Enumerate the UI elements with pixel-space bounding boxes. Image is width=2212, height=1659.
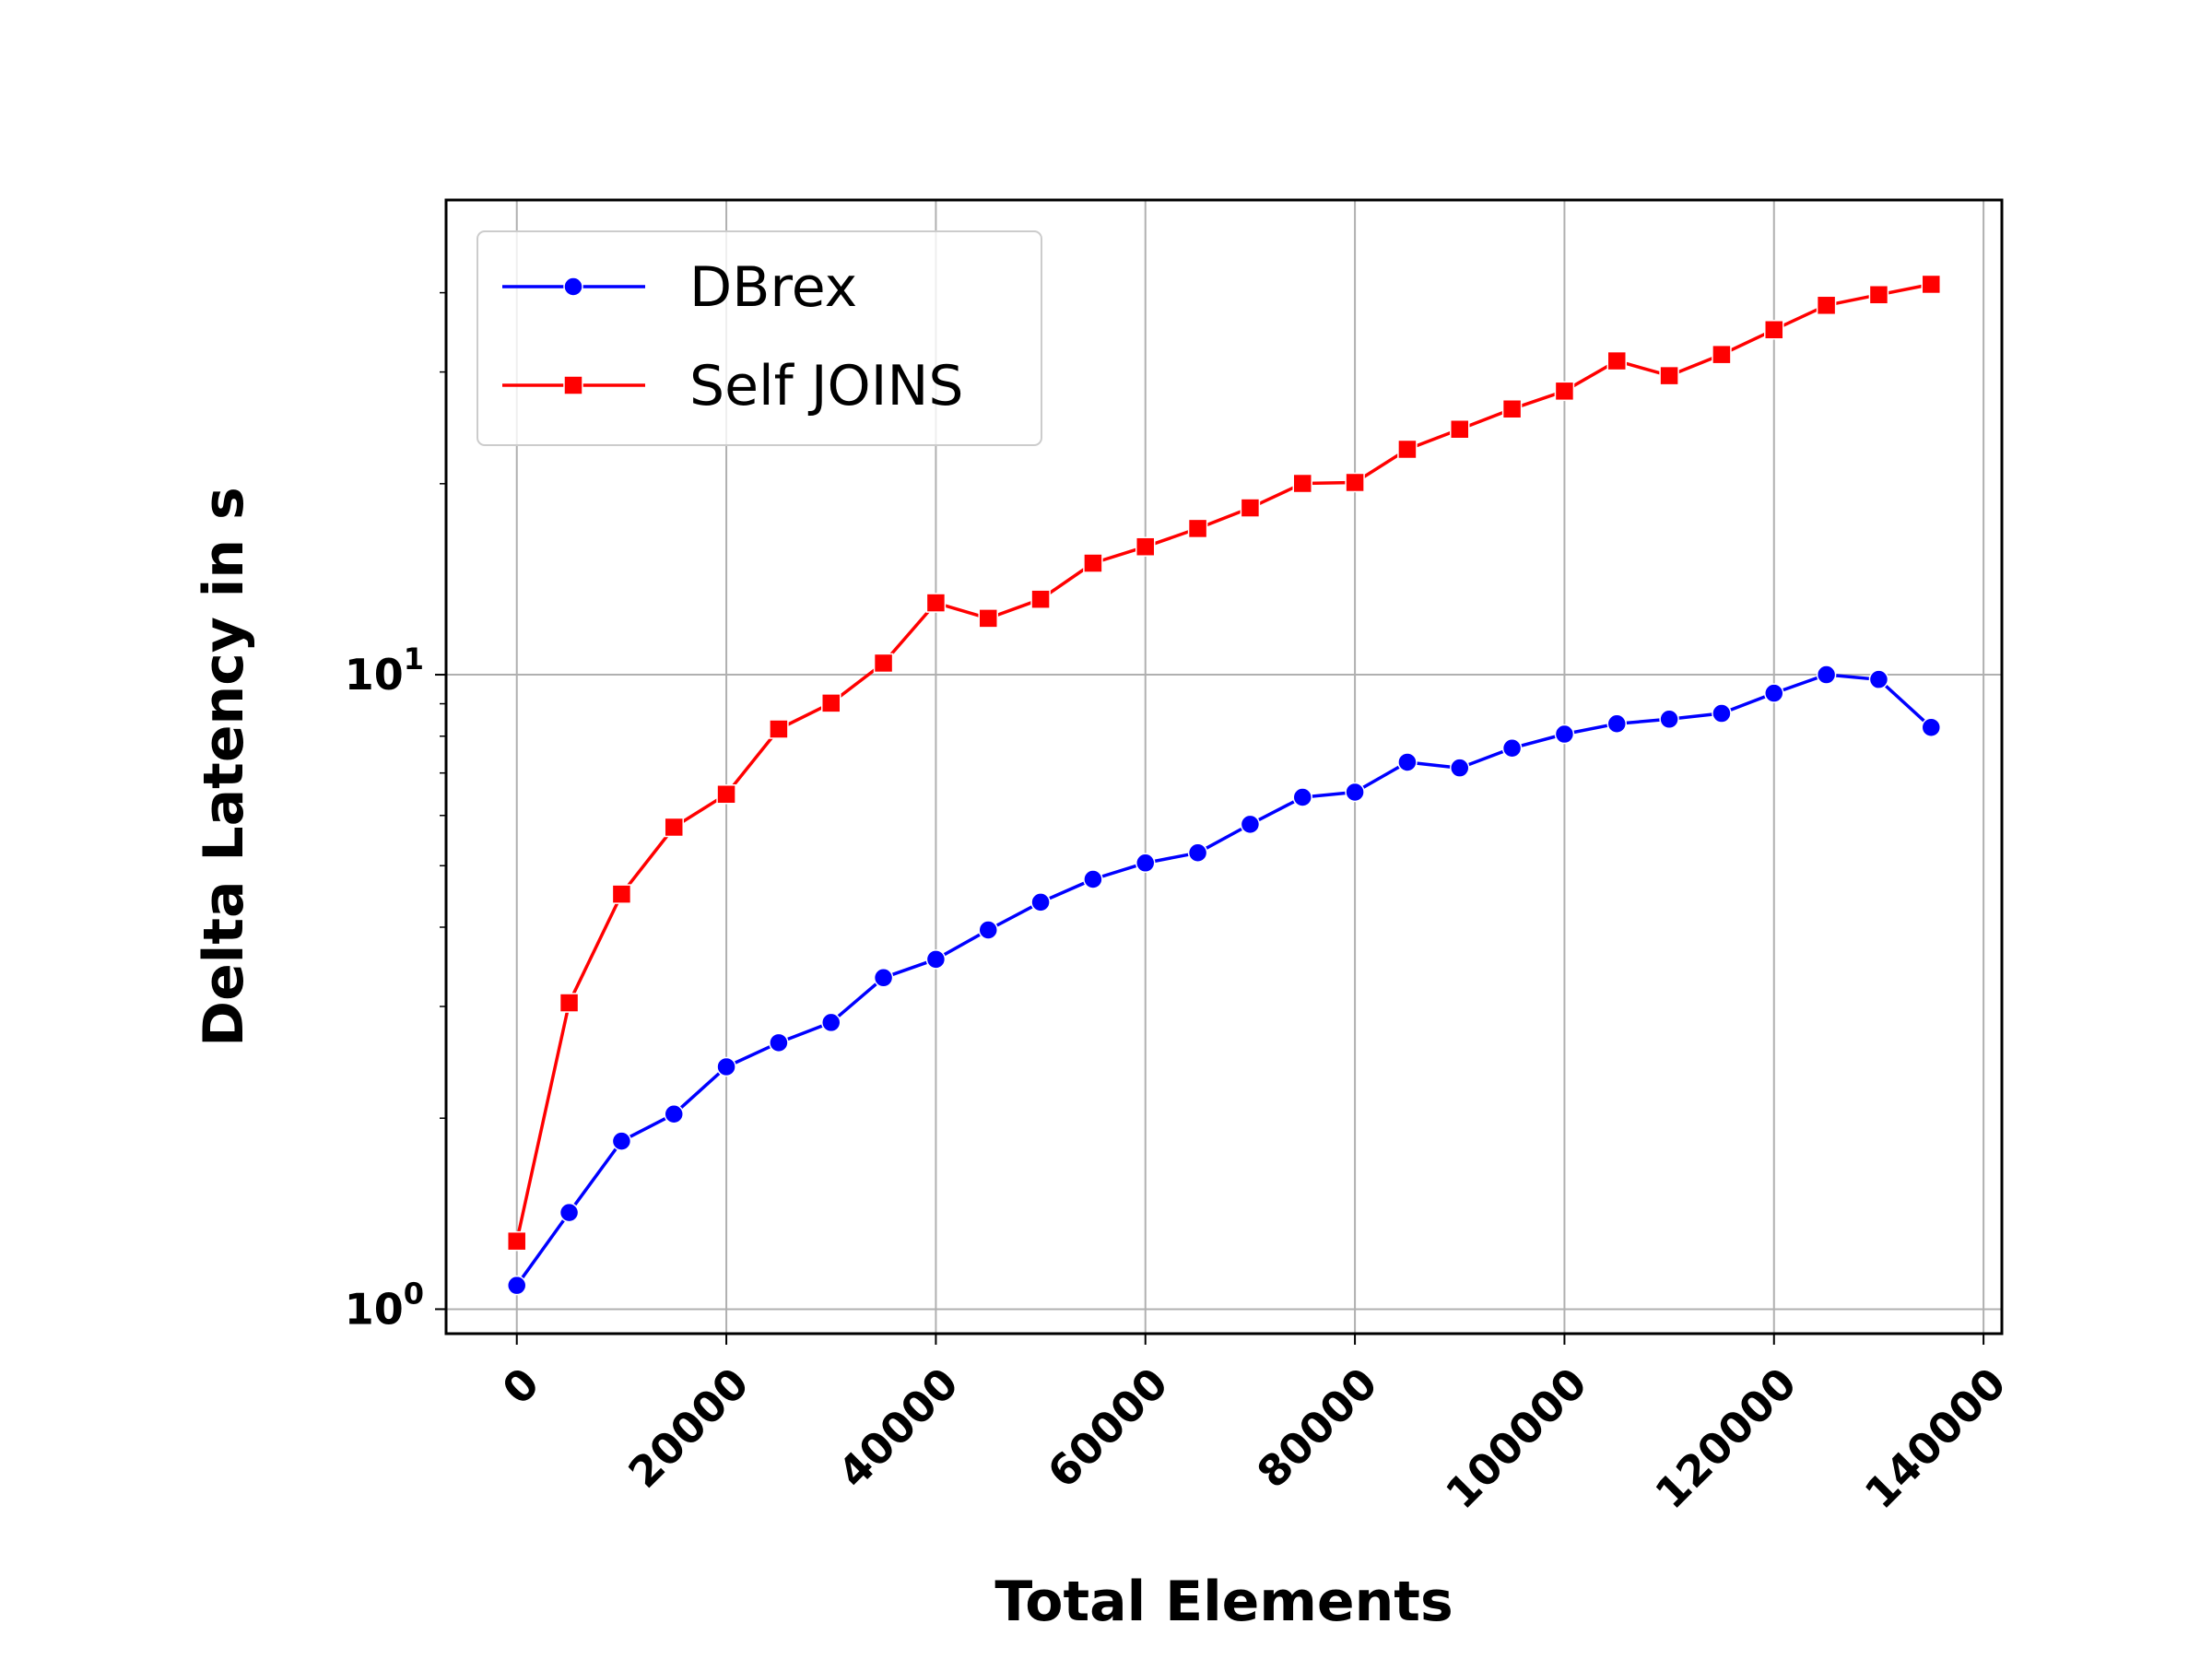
data-point — [978, 608, 998, 629]
data-point — [1450, 418, 1470, 440]
data-point — [1868, 669, 1889, 689]
series-line-self-joins — [514, 282, 1932, 1241]
data-point — [1501, 737, 1523, 759]
data-point — [559, 993, 580, 1013]
data-point — [1083, 869, 1103, 889]
data-point — [559, 1202, 580, 1223]
data-point — [1450, 758, 1470, 778]
data-point — [664, 1104, 684, 1124]
data-point — [1764, 683, 1784, 703]
data-point — [1921, 274, 1942, 295]
data-point — [1345, 782, 1365, 803]
data-point — [820, 693, 841, 713]
data-point — [1921, 717, 1942, 737]
legend-label: Self JOINS — [689, 354, 963, 418]
x-axis-title: Total Elements — [994, 1570, 1453, 1634]
data-point — [1712, 703, 1732, 724]
data-point — [1659, 709, 1679, 730]
data-point — [611, 1131, 632, 1151]
data-point — [1816, 295, 1837, 316]
legend-label: DBrex — [689, 255, 857, 320]
data-point — [873, 653, 894, 674]
data-point — [1397, 752, 1418, 772]
data-point — [506, 1275, 527, 1296]
y-axis-title: Delta Latency in s — [192, 487, 256, 1046]
data-point — [1135, 853, 1156, 874]
plot-frame — [444, 198, 2004, 1335]
data-point — [1240, 814, 1261, 835]
data-point — [611, 884, 632, 904]
data-point — [769, 1032, 789, 1053]
data-point — [716, 1056, 736, 1077]
legend-box — [477, 230, 1042, 446]
data-point — [1397, 439, 1418, 460]
data-point — [1135, 536, 1156, 557]
data-point — [925, 593, 947, 613]
data-point — [1083, 553, 1103, 573]
data-point — [1240, 498, 1261, 518]
data-point — [820, 1012, 841, 1033]
data-point — [1606, 350, 1628, 371]
legend-marker — [563, 375, 583, 395]
data-point — [1816, 665, 1837, 685]
data-point — [1292, 787, 1313, 807]
data-point — [978, 920, 998, 940]
data-point — [1030, 892, 1051, 912]
data-point — [1030, 589, 1051, 609]
legend-marker — [563, 276, 583, 297]
data-point — [769, 719, 789, 739]
data-point — [506, 1230, 527, 1252]
data-point — [925, 949, 947, 970]
series-line-dbrex — [515, 673, 1933, 1287]
series-layer — [506, 274, 1942, 1296]
data-point — [1345, 472, 1365, 493]
data-point — [1187, 518, 1208, 539]
data-point — [873, 968, 894, 988]
data-point — [1868, 285, 1889, 305]
data-point — [1187, 842, 1208, 864]
data-point — [1606, 713, 1628, 734]
data-point — [716, 784, 736, 805]
data-point — [1292, 473, 1313, 494]
data-point — [1554, 724, 1575, 745]
data-point — [1659, 365, 1679, 386]
y-tick-label: 101 — [345, 641, 424, 700]
data-point — [664, 817, 684, 838]
data-point — [1712, 344, 1732, 365]
y-tick-label: 100 — [345, 1276, 424, 1334]
data-point — [1764, 320, 1784, 340]
data-point — [1501, 399, 1523, 419]
legend: DBrex Self JOINS — [477, 230, 1042, 446]
data-point — [1554, 381, 1575, 402]
